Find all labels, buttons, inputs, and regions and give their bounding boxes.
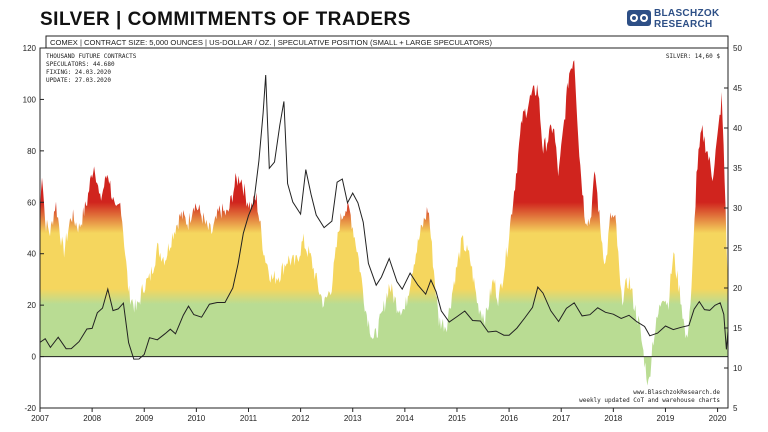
x-tick-label: 2010 bbox=[187, 414, 205, 423]
x-tick-label: 2012 bbox=[292, 414, 310, 423]
y-right-tick-label: 15 bbox=[733, 324, 742, 333]
x-tick-label: 2015 bbox=[448, 414, 466, 423]
x-tick-label: 2007 bbox=[31, 414, 49, 423]
info-line: SPECULATORS: 44.680 bbox=[46, 61, 115, 68]
x-tick-label: 2011 bbox=[240, 414, 258, 423]
x-tick-label: 2019 bbox=[657, 414, 675, 423]
x-tick-label: 2013 bbox=[344, 414, 362, 423]
y-left-tick-label: 120 bbox=[23, 44, 37, 53]
x-tick-label: 2008 bbox=[83, 414, 101, 423]
y-right-tick-label: 45 bbox=[733, 84, 742, 93]
y-right-tick-label: 35 bbox=[733, 164, 742, 173]
silver-price-label: SILVER: 14,60 $ bbox=[666, 53, 721, 60]
info-line: THOUSAND FUTURE CONTRACTS bbox=[46, 53, 137, 60]
y-left-tick-label: 100 bbox=[23, 95, 37, 104]
y-left-tick-label: 40 bbox=[27, 250, 36, 259]
y-left-tick-label: 20 bbox=[27, 301, 36, 310]
blaschzok-logo: BLASCHZOK RESEARCH bbox=[626, 7, 746, 33]
silver-price-line bbox=[39, 74, 729, 360]
footer-line: www.BlaschzokResearch.de bbox=[633, 389, 720, 396]
speculators-area bbox=[40, 60, 728, 386]
x-tick-label: 2016 bbox=[500, 414, 518, 423]
chart-title: SILVER | COMMITMENTS OF TRADERS bbox=[40, 9, 411, 30]
plot-frame bbox=[39, 47, 729, 409]
logo-line-1: BLASCHZOK bbox=[654, 8, 720, 19]
x-tick-label: 2017 bbox=[552, 414, 570, 423]
y-right-tick-label: 20 bbox=[733, 284, 742, 293]
x-tick-label: 2009 bbox=[135, 414, 153, 423]
footer-line: weekly updated CoT and warehouse charts bbox=[579, 397, 720, 404]
y-right-tick-label: 10 bbox=[733, 364, 742, 373]
y-left-tick-label: -20 bbox=[24, 404, 36, 413]
info-line: UPDATE: 27.03.2020 bbox=[46, 77, 111, 84]
y-right-tick-label: 5 bbox=[733, 404, 738, 413]
y-left-tick-label: 80 bbox=[27, 147, 36, 156]
logo-line-2: RESEARCH bbox=[654, 19, 713, 30]
y-left-tick-label: 0 bbox=[32, 353, 37, 362]
y-right-tick-label: 25 bbox=[733, 244, 742, 253]
y-left-tick-label: 60 bbox=[27, 198, 36, 207]
x-tick-label: 2020 bbox=[709, 414, 727, 423]
info-line: FIXING: 24.03.2020 bbox=[46, 69, 111, 76]
y-right-tick-label: 40 bbox=[733, 124, 742, 133]
y-right-tick-label: 50 bbox=[733, 44, 742, 53]
x-tick-label: 2018 bbox=[604, 414, 622, 423]
logo-emblem-icon bbox=[627, 10, 651, 26]
y-right-tick-label: 30 bbox=[733, 204, 742, 213]
x-tick-label: 2014 bbox=[396, 414, 414, 423]
chart-subtitle: COMEX | CONTRACT SIZE: 5,000 OUNCES | US… bbox=[50, 38, 492, 47]
